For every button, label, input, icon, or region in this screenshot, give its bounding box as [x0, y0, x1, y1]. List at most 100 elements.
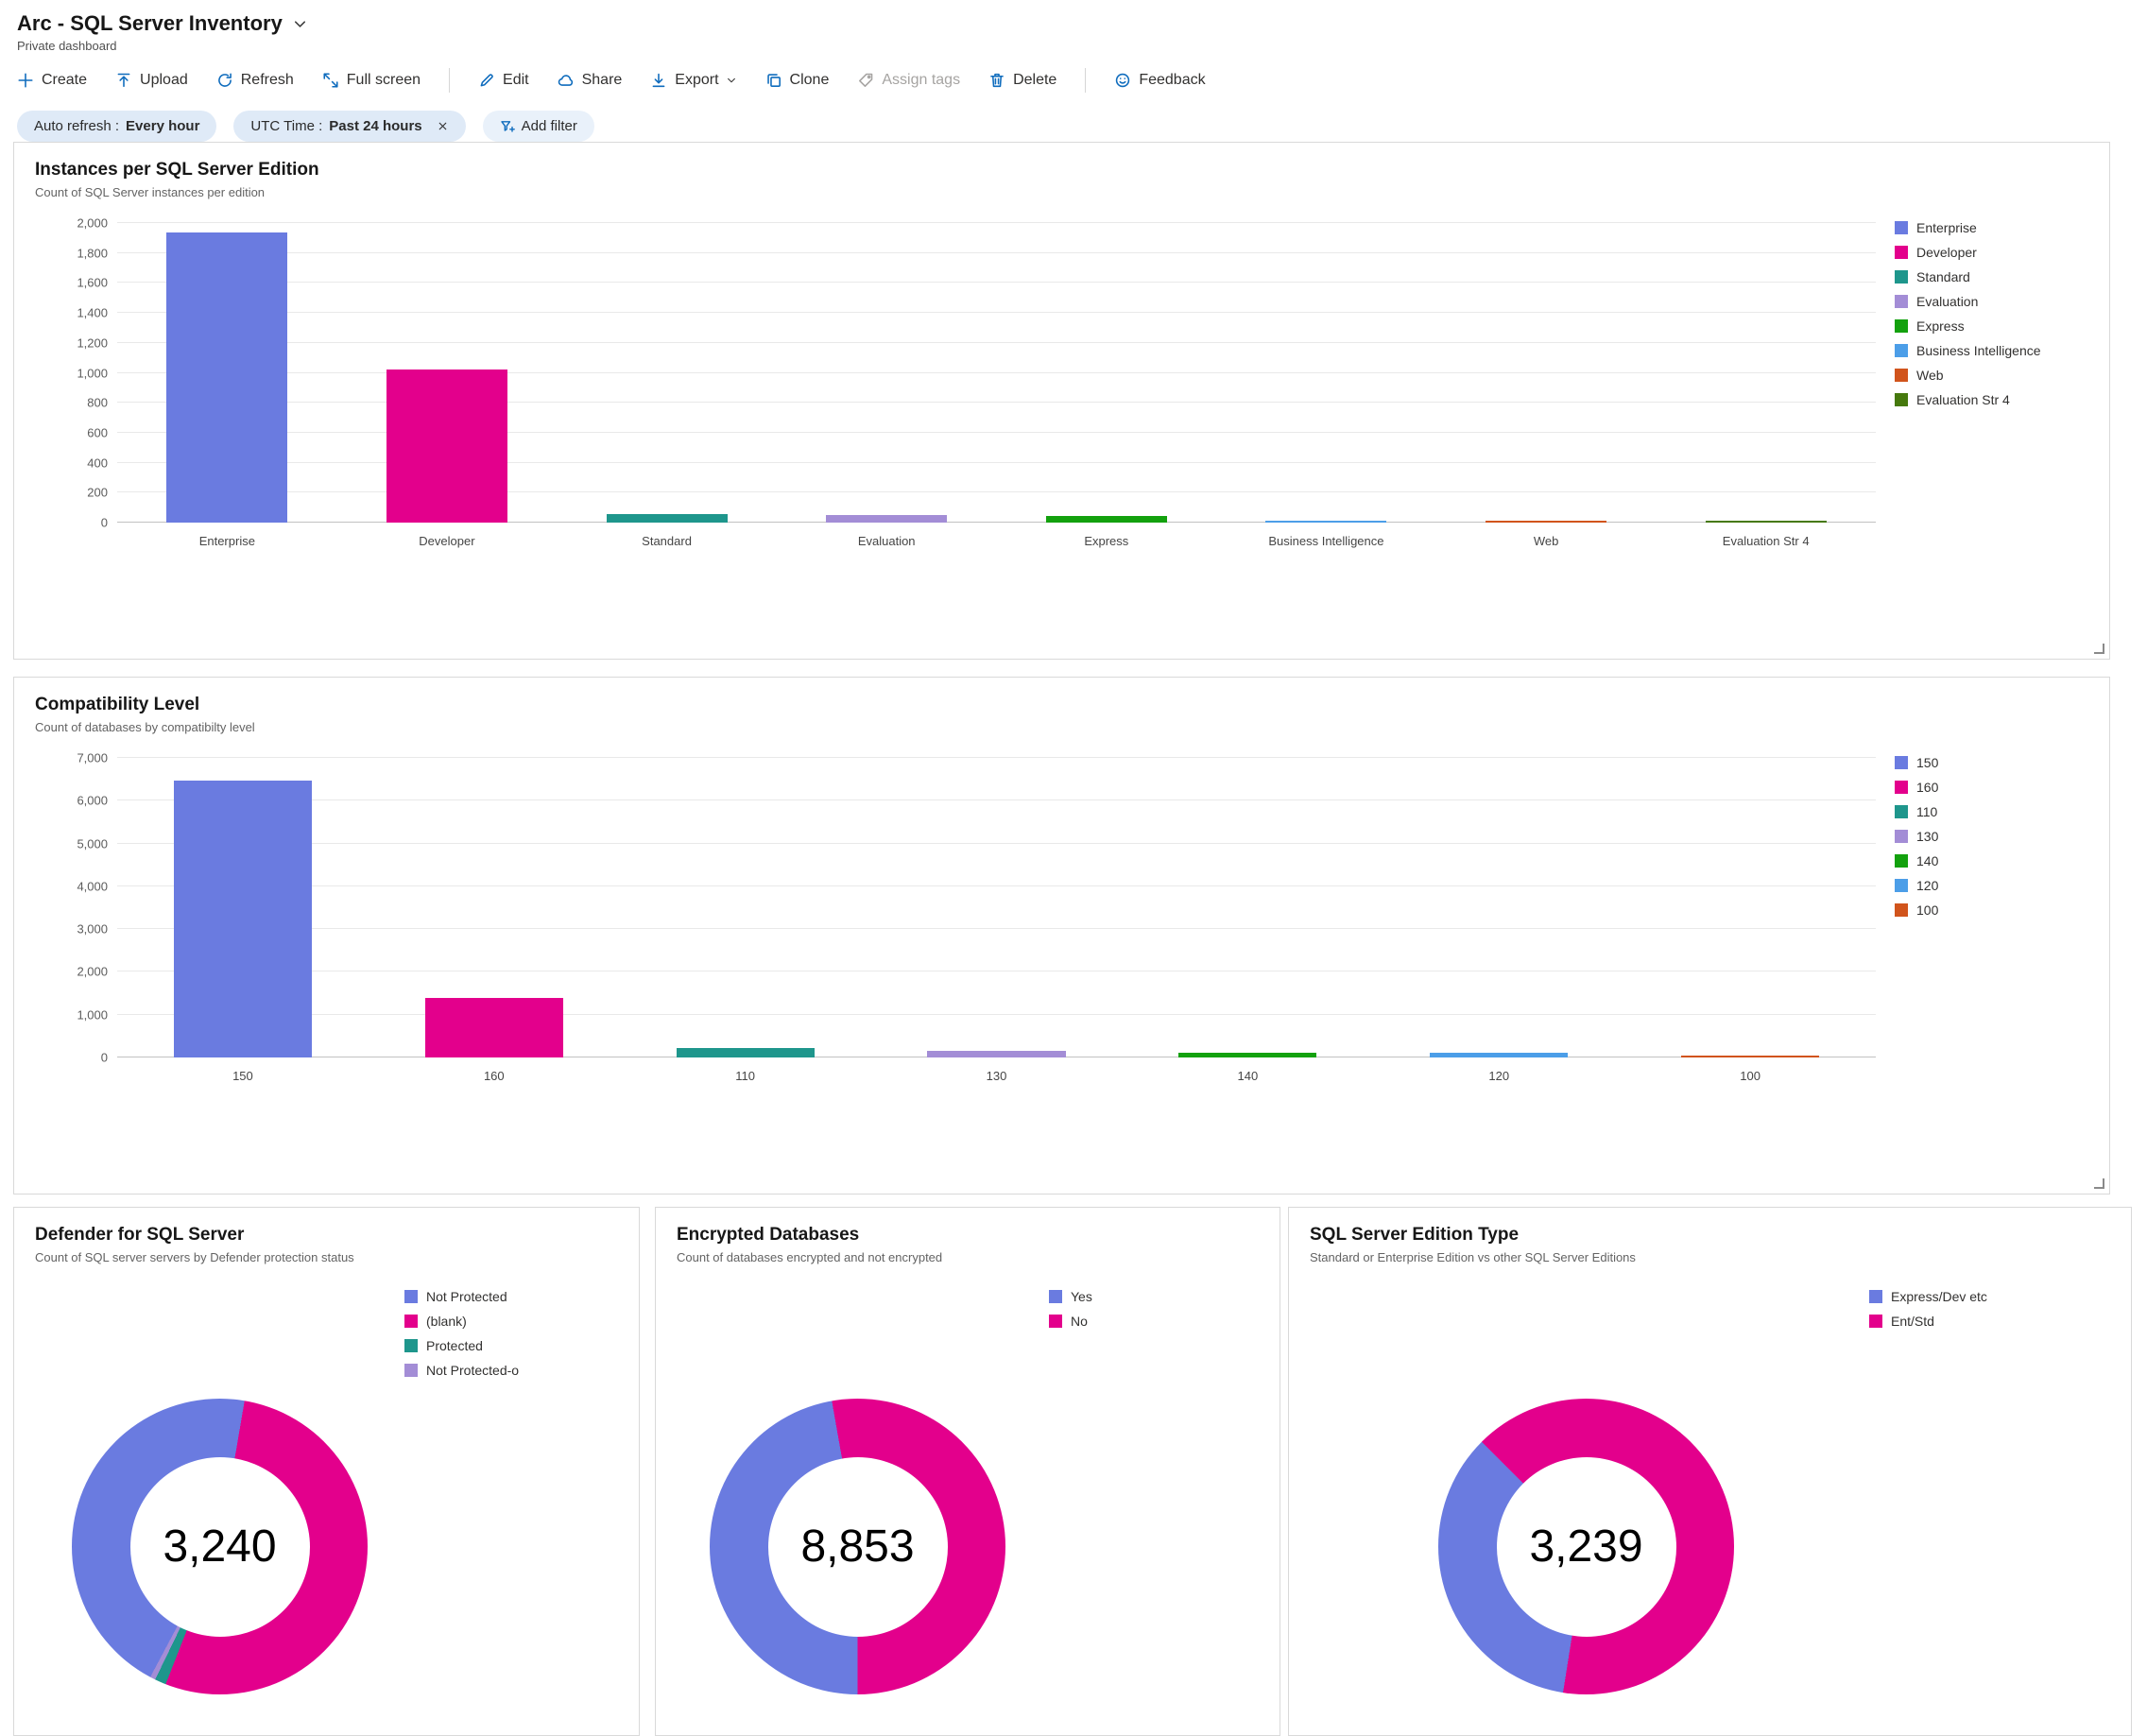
tile-title[interactable]: Compatibility Level: [35, 695, 200, 714]
clone-button[interactable]: Clone: [765, 72, 830, 89]
legend-label: 150: [1916, 755, 1939, 770]
x-axis-label: 110: [735, 1069, 756, 1083]
x-axis-label: 100: [1740, 1069, 1761, 1083]
bar-standard: [606, 513, 728, 523]
trash-icon: [988, 72, 1005, 89]
x-axis-label: 160: [483, 1069, 505, 1083]
tile-title[interactable]: SQL Server Edition Type: [1310, 1225, 1520, 1245]
toolbar-item-label: Delete: [1013, 72, 1057, 88]
feedback-button[interactable]: Feedback: [1114, 72, 1206, 89]
tile-title[interactable]: Defender for SQL Server: [35, 1225, 245, 1245]
toolbar-item-label: Clone: [789, 72, 830, 88]
auto-refresh-label: Auto refresh :: [34, 118, 120, 134]
plot-area: [117, 757, 1876, 1057]
chevron-down-icon[interactable]: [292, 16, 308, 32]
tile-subtitle: Standard or Enterprise Edition vs other …: [1310, 1250, 1636, 1264]
legend-item: (blank): [404, 1314, 519, 1329]
donut-ring: 8,853: [710, 1399, 1005, 1694]
x-axis-label: 140: [1237, 1069, 1259, 1083]
bars-row: [117, 223, 1876, 523]
tile-title[interactable]: Instances per SQL Server Edition: [35, 160, 319, 180]
create-button[interactable]: Create: [17, 72, 87, 89]
x-axis-label: Standard: [642, 534, 692, 548]
legend-label: Not Protected-o: [426, 1363, 520, 1378]
bar-slot: [1373, 758, 1624, 1057]
legend-item: 100: [1895, 902, 1938, 918]
filter-bar: Auto refresh : Every hour UTC Time : Pas…: [0, 105, 2147, 142]
upload-button[interactable]: Upload: [115, 72, 188, 89]
y-axis-label: 800: [87, 395, 108, 410]
full-screen-button[interactable]: Full screen: [322, 72, 421, 89]
legend-item: Evaluation: [1895, 294, 2041, 309]
bar-slot: [117, 223, 337, 523]
legend-label: Standard: [1916, 269, 1970, 284]
share-button[interactable]: Share: [558, 72, 623, 89]
delete-button[interactable]: Delete: [988, 72, 1056, 89]
legend-item: No: [1049, 1314, 1092, 1329]
gridline: [117, 371, 1876, 373]
bar-slot: [997, 223, 1217, 523]
tile-compatibility-level: Compatibility Level Count of databases b…: [13, 677, 2110, 1195]
y-axis-label: 1,800: [77, 246, 108, 261]
legend-label: Ent/Std: [1891, 1314, 1934, 1329]
chart-legend: Yes No: [1049, 1289, 1092, 1329]
close-icon[interactable]: [437, 120, 449, 132]
x-axis-label: Evaluation Str 4: [1722, 534, 1810, 548]
donut-hole: 3,240: [129, 1456, 310, 1637]
tile-resize-handle[interactable]: [2094, 1178, 2104, 1189]
x-axis-label: Web: [1533, 534, 1559, 548]
x-axis-label: Business Intelligence: [1268, 534, 1384, 548]
feedback-icon: [1114, 72, 1131, 89]
gridline: [117, 522, 1876, 523]
gridline: [117, 312, 1876, 314]
tile-subtitle: Count of SQL server servers by Defender …: [35, 1250, 354, 1264]
gridline: [117, 461, 1876, 463]
y-axis-label: 6,000: [77, 793, 108, 808]
legend-item: Express: [1895, 318, 2041, 334]
gridline: [117, 402, 1876, 404]
gridline: [117, 282, 1876, 284]
y-axis-label: 4,000: [77, 879, 108, 894]
bar-130: [927, 1051, 1066, 1057]
export-button[interactable]: Export: [650, 72, 736, 89]
bar-150: [173, 780, 313, 1057]
toolbar-item-label: Share: [581, 72, 623, 88]
bar-evaluation: [826, 515, 948, 523]
legend-item: Express/Dev etc: [1869, 1289, 1987, 1304]
toolbar-separator: [449, 68, 451, 93]
tile-sql-server-edition-type: SQL Server Edition Type Standard or Ente…: [1288, 1207, 2132, 1736]
legend-item: Evaluation Str 4: [1895, 392, 2041, 407]
tile-subtitle: Count of databases encrypted and not enc…: [677, 1250, 943, 1264]
tile-subtitle: Count of SQL Server instances per editio…: [35, 185, 266, 199]
y-axis-label: 0: [100, 1050, 108, 1065]
tile-title[interactable]: Encrypted Databases: [677, 1225, 860, 1245]
refresh-button[interactable]: Refresh: [216, 72, 294, 89]
y-axis-label: 600: [87, 425, 108, 440]
bar-slot: [871, 758, 1123, 1057]
tile-resize-handle[interactable]: [2094, 644, 2104, 654]
legend-swatch: [1895, 344, 1908, 357]
legend-item: Web: [1895, 368, 2041, 383]
command-bar: Create Upload Refresh Full screen Edit Share E…: [0, 53, 2147, 105]
bar-120: [1430, 1053, 1569, 1057]
tile-defender-for-sql-server: Defender for SQL Server Count of SQL ser…: [13, 1207, 640, 1736]
legend-item: Enterprise: [1895, 220, 2041, 235]
bar-100: [1680, 1056, 1820, 1057]
legend-swatch: [1895, 830, 1908, 843]
legend-label: No: [1071, 1314, 1088, 1329]
legend-swatch: [404, 1290, 418, 1303]
add-filter-pill[interactable]: Add filter: [482, 111, 594, 142]
toolbar-separator: [1085, 68, 1087, 93]
upload-icon: [115, 72, 132, 89]
edit-button[interactable]: Edit: [478, 72, 529, 89]
y-axis-label: 0: [100, 515, 108, 530]
legend-label: Evaluation: [1916, 294, 1979, 309]
utc-time-pill[interactable]: UTC Time : Past 24 hours: [233, 111, 466, 142]
legend-swatch: [1895, 319, 1908, 333]
legend-swatch: [1895, 393, 1908, 406]
bar-developer: [386, 370, 507, 523]
legend-swatch: [1895, 903, 1908, 917]
bar-express: [1045, 515, 1167, 523]
auto-refresh-pill[interactable]: Auto refresh : Every hour: [17, 111, 217, 142]
legend-swatch: [1049, 1315, 1062, 1328]
